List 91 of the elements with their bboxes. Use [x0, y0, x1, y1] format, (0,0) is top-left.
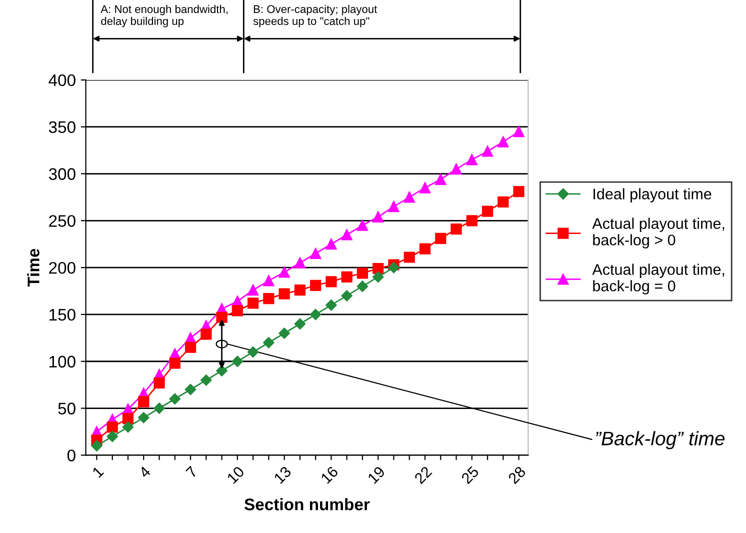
y-tick-label: 350	[48, 121, 76, 134]
point	[216, 312, 228, 323]
x-tick-label: 16	[320, 466, 339, 484]
point	[294, 318, 306, 330]
point	[326, 276, 337, 288]
point	[450, 164, 462, 175]
point	[372, 271, 384, 283]
x-tick-label: 22	[414, 466, 432, 484]
text: B: Over-capacity; playout speeds up to "catch up"	[253, 4, 378, 28]
point	[278, 266, 290, 278]
point	[294, 257, 306, 268]
y-tick-label: 100	[50, 356, 76, 368]
point	[122, 413, 134, 424]
point	[419, 182, 431, 194]
x-axis-title: Section number	[244, 498, 370, 510]
point	[388, 262, 400, 274]
point	[247, 346, 259, 358]
point	[154, 377, 165, 389]
point	[154, 402, 165, 414]
point	[356, 220, 368, 231]
y-axis-title: Time	[27, 248, 40, 287]
x-tick-label: 7	[185, 466, 198, 478]
point	[482, 146, 494, 157]
point	[341, 229, 352, 240]
point	[200, 374, 212, 386]
point	[498, 136, 509, 148]
legend-label: Actual playout time, back-log > 0	[592, 218, 724, 248]
point	[466, 154, 478, 166]
point	[200, 328, 212, 340]
x-tick-label: 19	[367, 466, 386, 484]
point	[435, 174, 446, 185]
point	[247, 298, 259, 309]
y-tick-label: 400	[48, 74, 76, 86]
x-tick-label: 13	[273, 466, 292, 484]
point	[356, 280, 368, 292]
point	[122, 421, 134, 433]
point	[513, 186, 524, 198]
text: A: Not enough bandwidth, delay building up	[100, 4, 228, 28]
x-tick-label: 25	[460, 466, 480, 484]
y-tick-label: 250	[49, 215, 76, 227]
point	[513, 126, 524, 138]
point	[435, 232, 446, 244]
point	[356, 268, 368, 279]
point	[263, 275, 274, 286]
point	[310, 280, 322, 291]
point	[91, 440, 102, 452]
x-tick-label: 4	[138, 466, 152, 478]
x-tick-label: 1	[92, 466, 104, 478]
point	[466, 215, 478, 226]
text: ”Back-log” time	[596, 431, 725, 450]
point	[138, 412, 150, 424]
point	[278, 328, 290, 339]
point	[216, 365, 228, 376]
point	[326, 299, 337, 311]
point	[341, 271, 352, 283]
point	[263, 337, 274, 348]
point	[294, 284, 306, 296]
point	[138, 396, 150, 408]
y-tick-label: 150	[50, 308, 76, 321]
point	[404, 192, 415, 203]
point	[263, 292, 274, 304]
point	[326, 238, 337, 250]
point	[372, 211, 384, 222]
y-tick-label: 50	[58, 402, 76, 414]
y-tick-label: 300	[48, 168, 76, 180]
point	[106, 430, 118, 442]
point	[482, 206, 494, 217]
x-tick-label: 10	[226, 466, 245, 484]
point	[404, 252, 415, 263]
point	[184, 342, 196, 353]
y-tick-label: 0	[67, 450, 76, 462]
y-tick-label: 200	[49, 262, 76, 274]
point	[169, 358, 180, 369]
legend-label: Actual playout time, back-log = 0	[592, 264, 724, 294]
point	[310, 308, 322, 320]
point	[106, 421, 118, 433]
point	[419, 243, 431, 254]
point	[341, 290, 352, 302]
point	[184, 384, 196, 396]
point	[169, 393, 180, 405]
point	[232, 305, 243, 316]
point	[278, 288, 290, 300]
legend-label: Ideal playout time	[594, 188, 712, 202]
point	[232, 356, 244, 367]
point	[388, 201, 400, 212]
point	[247, 284, 259, 296]
point	[372, 262, 384, 274]
x-tick-label: 28	[508, 466, 526, 484]
point	[450, 224, 462, 235]
point	[498, 196, 509, 208]
point	[310, 248, 322, 260]
